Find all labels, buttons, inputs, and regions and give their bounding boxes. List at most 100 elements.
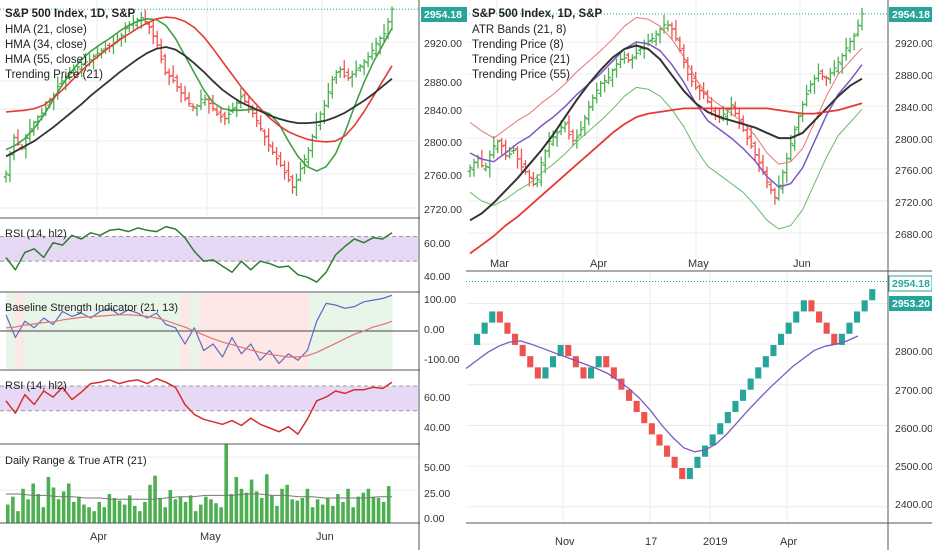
renko-up-brick — [732, 400, 739, 413]
atr-bar — [209, 499, 213, 523]
atr-bar — [127, 495, 132, 523]
renko-up-brick — [793, 311, 800, 323]
left-atr-pane[interactable] — [0, 444, 418, 523]
renko-up-brick — [800, 300, 807, 312]
renko-up-brick — [489, 311, 496, 323]
renko-up-brick — [550, 356, 557, 368]
renko-up-brick — [861, 300, 868, 312]
left-x-tick: May — [200, 531, 221, 543]
rsi1-tick: 60.00 — [424, 238, 450, 250]
left-y-tick: 2840.00 — [424, 105, 462, 117]
atr-bar — [199, 504, 203, 523]
series-trending-price-21- — [469, 44, 863, 222]
renko-up-brick — [838, 333, 845, 345]
right-top-y-tick: 2880.00 — [895, 70, 932, 82]
legend-hma55: HMA (55, close) — [5, 54, 87, 66]
renko-up-brick — [717, 423, 724, 435]
atr-bar — [102, 507, 107, 523]
atr-bar — [163, 507, 168, 523]
atr-bar — [138, 511, 142, 523]
bsi-title: Baseline Strength Indicator (21, 13) — [5, 302, 178, 314]
renko-x-tick: Apr — [780, 536, 797, 548]
atr-bar — [82, 504, 86, 523]
renko-last-value: 2953.20 — [892, 298, 930, 310]
renko-down-brick — [679, 467, 686, 480]
left-rsi-pane-1[interactable] — [0, 225, 418, 283]
renko-down-brick — [512, 333, 519, 345]
rsi-line — [5, 377, 393, 435]
renko-down-brick — [648, 423, 655, 435]
left-x-tick: Apr — [90, 531, 107, 543]
left-bsi-pane[interactable] — [0, 293, 418, 369]
atr-bar — [239, 488, 244, 523]
bsi-signal-line — [5, 314, 393, 358]
renko-up-brick — [686, 467, 693, 480]
series-trending-price-55- — [469, 102, 863, 255]
atr-bar — [41, 507, 46, 523]
atr-bar — [315, 499, 320, 523]
atr-bar — [331, 505, 335, 523]
left-price-tag: 2954.18 — [421, 7, 467, 22]
renko-up-brick — [588, 367, 595, 379]
series-hma-34-close- — [5, 16, 393, 143]
atr-bar — [26, 499, 30, 523]
atr-bar — [376, 497, 381, 523]
atr-bar — [234, 476, 239, 523]
bsi-tick: -100.00 — [424, 354, 460, 366]
left-x-tick: Jun — [316, 531, 334, 543]
right-top-price-pane[interactable] — [466, 0, 887, 256]
atr-tick: 25.00 — [424, 488, 450, 500]
atr-bar — [188, 495, 193, 523]
atr-bar — [36, 494, 41, 523]
atr-bar — [132, 505, 137, 523]
legend-trending-price: Trending Price (21) — [5, 69, 103, 81]
atr-title: Daily Range & True ATR (21) — [5, 455, 147, 467]
left-y-tick: 2760.00 — [424, 170, 462, 182]
renko-y-tick: 2600.00 — [895, 423, 932, 435]
renko-up-brick — [778, 333, 785, 345]
legend-atr-bands: ATR Bands (21, 8) — [472, 24, 567, 36]
atr-bar — [87, 507, 91, 523]
renko-y-tick: 2500.00 — [895, 461, 932, 473]
price-tag-value: 2954.18 — [892, 9, 930, 21]
right-bottom-layout: 2800.00 2700.00 2600.00 2500.00 2400.00 Nov 17… — [465, 271, 932, 550]
atr-bar — [290, 499, 294, 523]
rsi2-tick: 60.00 — [424, 392, 450, 404]
renko-down-brick — [565, 344, 572, 357]
renko-up-brick — [869, 289, 876, 301]
atr-bar — [371, 496, 376, 523]
renko-down-brick — [610, 367, 617, 379]
right-top-layout: S&P 500 Index, 1D, S&P ATR Bands (21, 8) T… — [466, 0, 932, 272]
atr-bar — [66, 483, 71, 523]
atr-bar — [336, 494, 340, 523]
renko-pane[interactable] — [465, 272, 887, 523]
atr-bar — [300, 497, 305, 523]
left-y-tick: 2800.00 — [424, 137, 462, 149]
renko-down-brick — [671, 456, 678, 468]
atr-bar — [270, 495, 274, 523]
legend-hma34: HMA (34, close) — [5, 39, 87, 51]
price-tag-box — [888, 275, 932, 292]
atr-bar — [280, 488, 284, 523]
renko-up-brick — [542, 367, 549, 379]
renko-down-brick — [816, 311, 823, 323]
left-chart-title: S&P 500 Index, 1D, S&P — [5, 8, 136, 20]
atr-bar — [285, 484, 289, 523]
atr-bar — [178, 496, 183, 523]
left-rsi-pane-2[interactable] — [0, 377, 418, 435]
atr-bar — [77, 496, 81, 523]
atr-bar — [346, 488, 350, 523]
renko-down-brick — [808, 300, 815, 312]
atr-bar — [56, 499, 61, 523]
atr-bar — [51, 487, 56, 523]
renko-up-brick — [481, 322, 488, 334]
atr-bar — [254, 491, 259, 523]
legend-hma21: HMA (21, close) — [5, 24, 87, 36]
atr-bar — [295, 500, 300, 523]
atr-bar — [143, 501, 147, 523]
left-main-price-pane[interactable] — [0, 0, 418, 218]
price-tag-box — [889, 296, 932, 311]
atr-bar — [219, 507, 223, 523]
atr-bar — [21, 488, 25, 523]
